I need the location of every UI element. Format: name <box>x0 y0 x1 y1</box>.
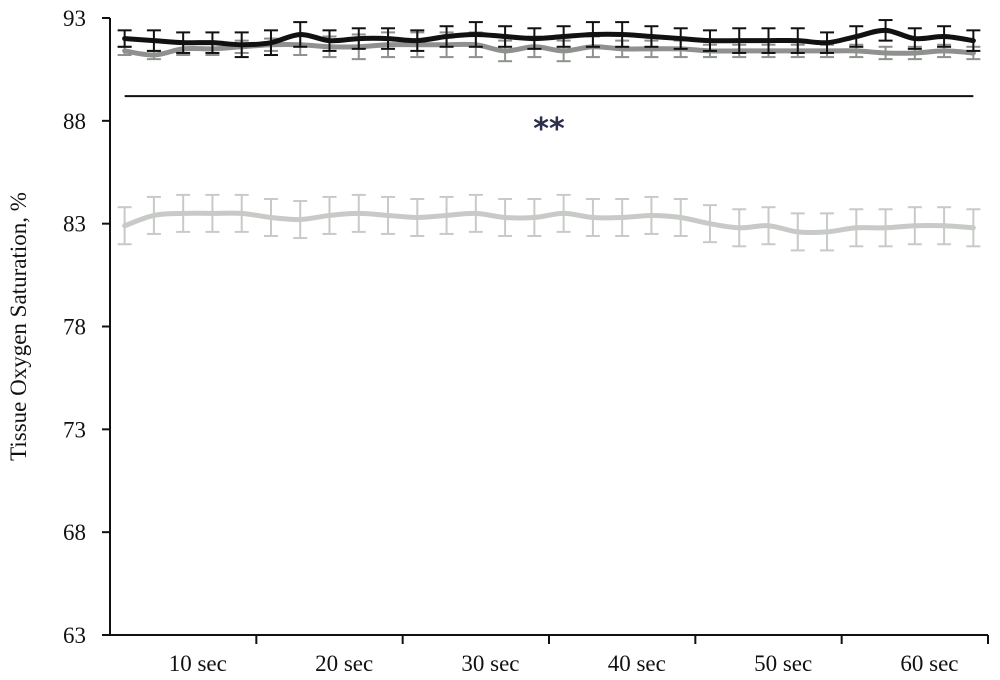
y-tick-label: 93 <box>63 6 86 31</box>
significance-annotation: ** <box>533 112 565 147</box>
x-tick-label: 50 sec <box>754 651 812 676</box>
y-tick-label: 83 <box>63 212 86 237</box>
y-tick-label: 88 <box>63 109 86 134</box>
y-tick-label: 73 <box>63 417 86 442</box>
x-tick-label: 30 sec <box>461 651 519 676</box>
y-axis-title: Tissue Oxygen Saturation, % <box>6 192 31 461</box>
series-1 <box>117 19 981 59</box>
x-tick-label: 10 sec <box>169 651 227 676</box>
text-layer: 63 68 73 78 83 88 93 10 sec 20 sec 30 sec 40 sec 50… <box>6 6 959 676</box>
y-tick-label: 68 <box>63 520 86 545</box>
series-layer <box>117 19 981 252</box>
x-tick-label: 40 sec <box>608 651 666 676</box>
x-tick-label: 60 sec <box>900 651 958 676</box>
y-tick-label: 78 <box>63 315 86 340</box>
series-3 <box>117 193 981 252</box>
series-line <box>122 27 976 48</box>
series-line <box>122 210 976 236</box>
x-tick-label: 20 sec <box>315 651 373 676</box>
y-tick-label: 63 <box>63 623 86 648</box>
axes-layer <box>102 17 989 644</box>
